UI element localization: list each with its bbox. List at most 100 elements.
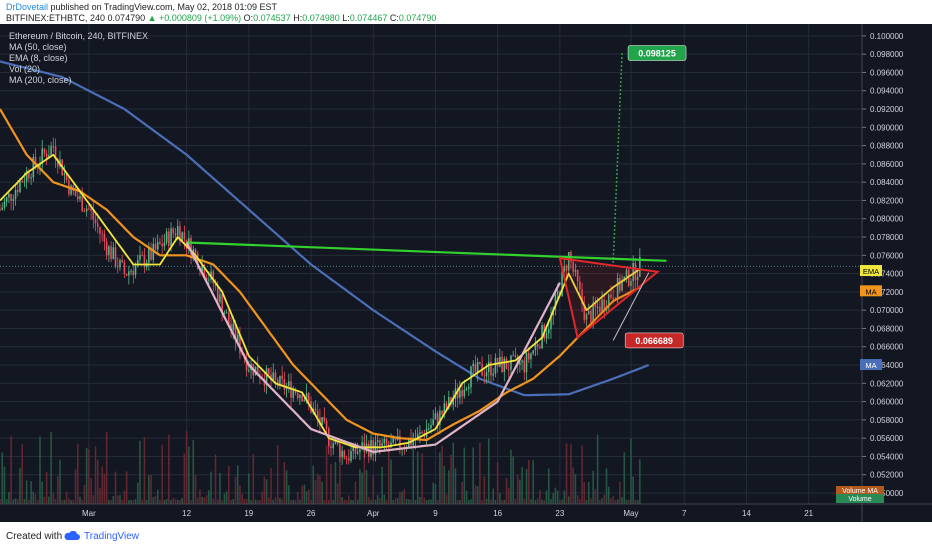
volume-bar — [474, 485, 477, 504]
legend-volume[interactable]: Vol (20) — [9, 64, 40, 74]
high-value: 0.074980 — [302, 13, 340, 23]
volume-bar — [103, 473, 106, 504]
y-tick-label: 0.070000 — [870, 306, 904, 315]
candle-body — [381, 443, 383, 446]
ohlc-line: BITFINEX:ETHBTC, 240 0.074790 ▲ +0.00080… — [6, 13, 436, 23]
volume-bar — [452, 442, 454, 504]
candle-body — [610, 294, 612, 298]
legend-ma200[interactable]: MA (200, close) — [9, 75, 72, 85]
volume-bar — [396, 497, 399, 504]
volume-bar — [536, 498, 539, 504]
volume-bar — [525, 468, 528, 504]
volume-bar — [583, 481, 586, 504]
volume-bar — [423, 497, 426, 504]
volume-bar — [90, 478, 92, 504]
candle-body — [143, 255, 146, 268]
candle-body — [579, 281, 581, 290]
candle-body — [50, 146, 52, 155]
volume-bar — [56, 476, 59, 504]
volume-bar — [114, 471, 117, 504]
candle-body — [625, 269, 628, 277]
candle-body — [432, 419, 434, 425]
candle-body — [108, 246, 110, 256]
volume-bar — [485, 498, 488, 504]
candle-body — [339, 443, 341, 458]
volume-bar — [112, 495, 115, 504]
y-tick-label: 0.096000 — [870, 68, 904, 77]
volume-bar — [181, 498, 183, 504]
candle-body — [14, 189, 17, 199]
x-tick-label: 26 — [307, 509, 316, 518]
price-chart[interactable]: 0.098125 0.066689 0.100000 0.098000 0.09600… — [0, 24, 932, 522]
volume-bar — [165, 498, 168, 504]
volume-bar — [223, 493, 226, 504]
candle-body — [525, 353, 528, 373]
close-label: C: — [389, 13, 399, 23]
x-tick-label: 16 — [493, 509, 502, 518]
candle-body — [21, 181, 23, 183]
volume-bar — [501, 499, 503, 504]
candle-body — [10, 193, 12, 201]
candle-body — [441, 410, 443, 415]
volume-bar — [39, 436, 41, 504]
volume-bar — [28, 499, 30, 504]
volume-bar — [150, 475, 152, 504]
volume-bar — [294, 499, 297, 504]
volume-bar — [183, 453, 186, 504]
volume-bar — [176, 499, 179, 504]
volume-bar — [621, 497, 623, 504]
candle-body — [85, 208, 88, 212]
volume-bar — [410, 499, 412, 504]
candle-body — [343, 450, 346, 459]
candle-body — [96, 223, 99, 227]
candle-body — [594, 302, 597, 308]
volume-bar — [185, 431, 188, 504]
volume-bar — [587, 481, 590, 504]
volume-bar — [507, 487, 510, 504]
candle-body — [487, 361, 490, 372]
volume-bar — [296, 491, 299, 504]
candle-body — [501, 356, 503, 372]
volume-bar — [399, 491, 401, 504]
candle-body — [212, 271, 215, 284]
candle-body — [92, 210, 95, 220]
candle-body — [190, 238, 192, 259]
volume-bar — [499, 492, 501, 504]
candle-body — [323, 417, 326, 421]
volume-bar — [128, 499, 130, 504]
candle-body — [545, 333, 548, 339]
volume-bar — [443, 465, 446, 504]
candle-body — [110, 246, 112, 260]
legend: Ethereum / Bitcoin, 240, BITFINEX MA (50… — [9, 31, 148, 85]
candle-body — [248, 370, 250, 372]
volume-bar — [550, 498, 552, 504]
y-tick-label: 0.078000 — [870, 233, 904, 242]
y-tick-label: 0.082000 — [870, 196, 904, 205]
volume-bar — [476, 486, 479, 504]
volume-bar — [50, 431, 52, 504]
volume-bar — [599, 499, 601, 504]
y-tick-label: 0.088000 — [870, 142, 904, 151]
tradingview-brand[interactable]: TradingView — [84, 531, 140, 542]
volume-bar — [381, 466, 383, 504]
volume-bar — [467, 499, 470, 504]
volume-bar — [63, 499, 66, 504]
volume-bar — [334, 461, 337, 504]
legend-ma50[interactable]: MA (50, close) — [9, 42, 67, 52]
candle-body — [43, 148, 46, 154]
volume-bar — [441, 445, 443, 504]
volume-bar — [163, 499, 166, 504]
volume-bar — [170, 499, 172, 504]
candle-body — [596, 306, 599, 308]
candle-body — [612, 297, 614, 299]
legend-ema8[interactable]: EMA (8, close) — [9, 53, 68, 63]
y-tick-label: 0.056000 — [870, 434, 904, 443]
chart-area[interactable]: 0.098125 0.066689 0.100000 0.098000 0.09600… — [0, 24, 932, 522]
y-tick-label: 0.058000 — [870, 416, 904, 425]
candle-body — [490, 361, 492, 376]
volume-bar — [168, 434, 170, 504]
author-link[interactable]: DrDovetail — [6, 2, 49, 12]
candle-body — [123, 262, 126, 274]
candle-body — [507, 369, 510, 371]
target-up-line — [612, 52, 623, 263]
